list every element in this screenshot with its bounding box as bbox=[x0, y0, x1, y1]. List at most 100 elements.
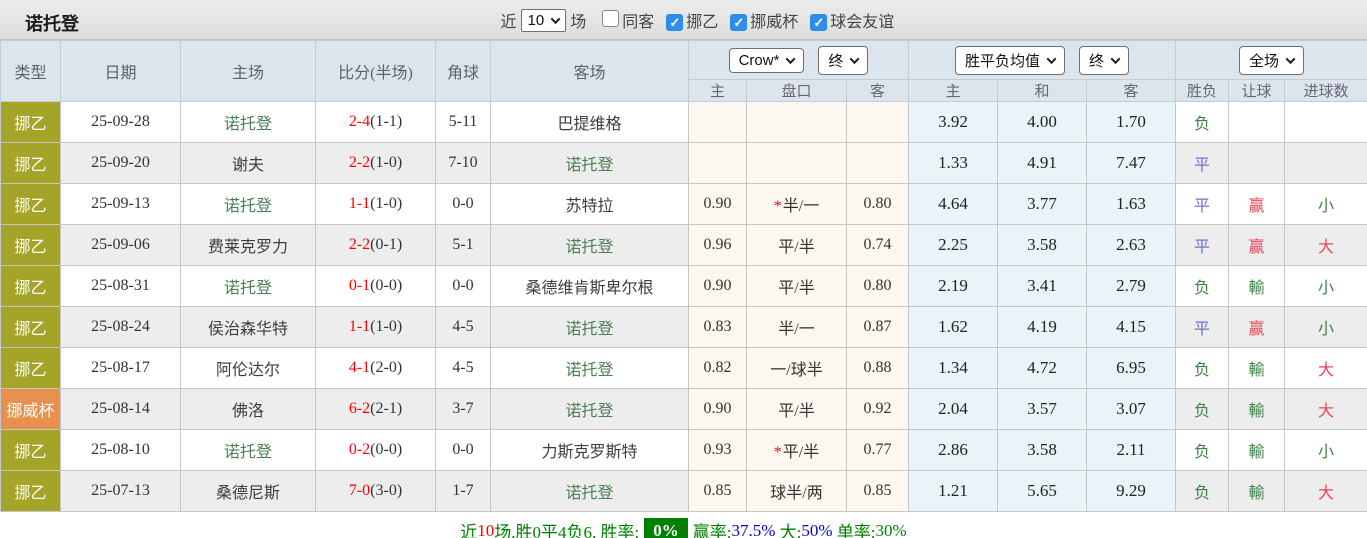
result-cell: 负 bbox=[1175, 429, 1229, 471]
avg-home-odds: 1.21 bbox=[908, 470, 998, 512]
table-row: 挪乙 25-09-06 费莱克罗力 2-2(0-1) 5-1 诺托登 0.96 平/半 0.74… bbox=[0, 224, 1367, 266]
handicap-away-odds: 0.77 bbox=[846, 429, 909, 471]
match-type-badge: 挪乙 bbox=[0, 347, 61, 389]
match-date: 25-09-06 bbox=[60, 224, 181, 266]
handicap-away-odds: 0.74 bbox=[846, 224, 909, 266]
filter-label: 挪乙 bbox=[686, 14, 719, 31]
handicap-result-cell: 赢 bbox=[1228, 306, 1285, 348]
result-cell: 平 bbox=[1175, 142, 1229, 184]
home-team: 桑德尼斯 bbox=[180, 470, 316, 512]
result-cell: 平 bbox=[1175, 306, 1229, 348]
score-cell: 1-1(1-0) bbox=[315, 183, 436, 225]
avg-home-odds: 1.34 bbox=[908, 347, 998, 389]
odds-time-select[interactable]: 终 bbox=[818, 45, 869, 75]
chevron-down-icon bbox=[1110, 53, 1121, 64]
handicap-line: *平/半 bbox=[746, 429, 847, 471]
table-row: 挪乙 25-08-24 侯治森华特 1-1(1-0) 4-5 诺托登 0.83 半/一 0.87… bbox=[0, 306, 1367, 348]
chevron-down-icon bbox=[550, 13, 561, 24]
avg-home-odds: 2.25 bbox=[908, 224, 998, 266]
match-table: 类型 日期 主场 比分(半场) 角球 客场 Crow* 终 bbox=[0, 40, 1367, 512]
match-type-badge: 挪乙 bbox=[0, 142, 61, 184]
handicap-line: 平/半 bbox=[746, 224, 847, 266]
sub-header-handicap-result: 让球 bbox=[1228, 79, 1285, 102]
handicap-home-odds: 0.96 bbox=[688, 224, 747, 266]
avg-away-odds: 1.63 bbox=[1086, 183, 1176, 225]
table-row: 挪乙 25-08-17 阿伦达尔 4-1(2-0) 4-5 诺托登 0.82 一/球半 0.88… bbox=[0, 347, 1367, 389]
handicap-home-odds: 0.83 bbox=[688, 306, 747, 348]
summary-text: 场,胜0平4负6, 胜率: bbox=[494, 523, 640, 538]
handicap-home-odds: 0.93 bbox=[688, 429, 747, 471]
chevron-down-icon bbox=[1285, 53, 1296, 64]
score-cell: 0-1(0-0) bbox=[315, 265, 436, 307]
match-date: 25-08-17 bbox=[60, 347, 181, 389]
score-cell: 0-2(0-0) bbox=[315, 429, 436, 471]
table-row: 挪乙 25-08-10 诺托登 0-2(0-0) 0-0 力斯克罗斯特 0.93 *平/半 0.… bbox=[0, 429, 1367, 471]
odds-source-select[interactable]: Crow* bbox=[728, 47, 805, 73]
away-team: 苏特拉 bbox=[490, 183, 689, 225]
chevron-down-icon bbox=[785, 53, 796, 64]
match-type-badge: 挪乙 bbox=[0, 224, 61, 266]
away-team: 诺托登 bbox=[490, 306, 689, 348]
handicap-away-odds: 0.92 bbox=[846, 388, 909, 430]
home-team: 诺托登 bbox=[180, 183, 316, 225]
col-header-type: 类型 bbox=[0, 40, 61, 102]
corner-count: 0-0 bbox=[435, 429, 491, 471]
handicap-home-odds bbox=[688, 101, 747, 143]
scope-select[interactable]: 全场 bbox=[1239, 45, 1305, 75]
table-row: 挪乙 25-09-13 诺托登 1-1(1-0) 0-0 苏特拉 0.90 *半/一 0.80 4… bbox=[0, 183, 1367, 225]
goals-result-cell: 大 bbox=[1283, 470, 1367, 512]
match-date: 25-09-20 bbox=[60, 142, 181, 184]
table-row: 挪乙 25-09-20 谢夫 2-2(1-0) 7-10 诺托登 1.33 4.91 7.47 平 bbox=[0, 142, 1367, 184]
avg-draw-odds: 5.65 bbox=[997, 470, 1087, 512]
corner-count: 4-5 bbox=[435, 306, 491, 348]
avg-home-odds: 1.62 bbox=[908, 306, 998, 348]
unchecked-checkbox-icon[interactable] bbox=[602, 10, 620, 27]
recent-count-select[interactable]: 10 bbox=[520, 8, 567, 32]
corner-count: 4-5 bbox=[435, 347, 491, 389]
handicap-result-cell bbox=[1228, 142, 1285, 184]
goals-result-cell bbox=[1283, 142, 1367, 184]
avg-away-odds: 9.29 bbox=[1086, 470, 1176, 512]
home-team: 阿伦达尔 bbox=[180, 347, 316, 389]
sub-header-ah-away: 客 bbox=[846, 79, 909, 102]
filter-label: 挪威杯 bbox=[750, 14, 799, 31]
avg-draw-odds: 3.58 bbox=[997, 224, 1087, 266]
away-team: 巴提维格 bbox=[490, 101, 689, 143]
corner-count: 3-7 bbox=[435, 388, 491, 430]
handicap-line: 平/半 bbox=[746, 388, 847, 430]
handicap-group-header: Crow* 终 bbox=[688, 40, 909, 80]
checked-checkbox-icon[interactable]: ✓ bbox=[810, 14, 828, 31]
avg-time-select[interactable]: 终 bbox=[1079, 45, 1130, 75]
chevron-down-icon bbox=[1046, 53, 1057, 64]
sub-header-ah-home: 主 bbox=[688, 79, 747, 102]
handicap-result-cell: 輸 bbox=[1228, 265, 1285, 307]
table-row: 挪乙 25-07-13 桑德尼斯 7-0(3-0) 1-7 诺托登 0.85 球半/两 0.85… bbox=[0, 470, 1367, 512]
handicap-line bbox=[746, 101, 847, 143]
avg-home-odds: 4.64 bbox=[908, 183, 998, 225]
avg-away-odds: 2.63 bbox=[1086, 224, 1176, 266]
result-cell: 负 bbox=[1175, 265, 1229, 307]
filter-controls: 近 10 场 同客 ✓ 挪乙 ✓ 挪威杯 ✓ 球会友谊 bbox=[497, 0, 894, 40]
handicap-home-odds: 0.90 bbox=[688, 183, 747, 225]
away-team: 力斯克罗斯特 bbox=[490, 429, 689, 471]
score-cell: 7-0(3-0) bbox=[315, 470, 436, 512]
col-header-date: 日期 bbox=[60, 40, 181, 102]
summary-text: 大: bbox=[775, 523, 802, 538]
topbar: 诺托登 近 10 场 同客 ✓ 挪乙 ✓ 挪威杯 ✓ 球会友谊 bbox=[0, 0, 1367, 40]
checked-checkbox-icon[interactable]: ✓ bbox=[730, 14, 748, 31]
handicap-result-cell: 輸 bbox=[1228, 470, 1285, 512]
result-group-header: 全场 bbox=[1174, 40, 1367, 80]
checked-checkbox-icon[interactable]: ✓ bbox=[666, 14, 684, 31]
away-team: 桑德维肯斯卑尔根 bbox=[490, 265, 689, 307]
score-cell: 2-2(0-1) bbox=[315, 224, 436, 266]
result-cell: 负 bbox=[1175, 470, 1229, 512]
summary-text: 单率: bbox=[832, 523, 876, 538]
score-cell: 4-1(2-0) bbox=[315, 347, 436, 389]
table-row: 挪乙 25-09-28 诺托登 2-4(1-1) 5-11 巴提维格 3.92 4.00 1.7… bbox=[0, 101, 1367, 143]
goals-result-cell: 小 bbox=[1283, 183, 1367, 225]
col-header-away: 客场 bbox=[490, 40, 689, 102]
corner-count: 1-7 bbox=[435, 470, 491, 512]
away-team: 诺托登 bbox=[490, 224, 689, 266]
match-type-badge: 挪乙 bbox=[0, 470, 61, 512]
avg-source-select[interactable]: 胜平负均值 bbox=[954, 45, 1065, 75]
